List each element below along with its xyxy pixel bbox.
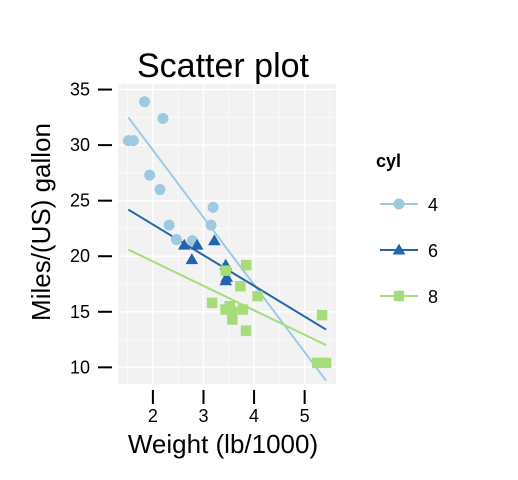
y-axis: 10 15 20 25 30 35: [70, 80, 112, 377]
x-axis: 2 3 4 5: [148, 390, 310, 426]
legend-key-marker-6: [392, 243, 406, 255]
legend-label-6: 6: [428, 241, 438, 261]
data-point-cyl-6: [190, 238, 204, 250]
data-point-cyl-4: [205, 219, 217, 231]
data-point-cyl-4: [122, 135, 134, 147]
data-point-cyl-4: [170, 234, 182, 246]
fit-line-cyl-4: [127, 116, 327, 382]
y-tick-label: 20: [70, 246, 90, 266]
grid-minor: [118, 84, 336, 384]
legend-label-4: 4: [428, 195, 438, 215]
x-tick-label: 4: [249, 406, 259, 426]
y-tick-label: 25: [70, 191, 90, 211]
plot-panel: [118, 84, 336, 384]
data-point-cyl-8: [206, 297, 218, 309]
data-point-cyl-4: [139, 96, 151, 108]
data-point-cyl-8: [316, 309, 328, 321]
data-point-cyl-8: [235, 280, 246, 292]
data-point-cyl-4: [157, 112, 169, 124]
data-point-cyl-4: [154, 184, 166, 196]
y-axis-title: Miles/(US) gallon: [26, 123, 56, 321]
y-tick-label: 15: [70, 302, 90, 322]
data-point-cyl-8: [220, 304, 231, 315]
data-point-cyl-8: [240, 259, 252, 271]
x-tick-label: 2: [148, 406, 158, 426]
data-point-cyl-6: [185, 253, 199, 265]
legend-label-8: 8: [428, 287, 438, 307]
y-tick-label: 35: [70, 80, 90, 100]
fit-line-cyl-8: [127, 248, 327, 347]
data-point-cyl-4: [144, 169, 156, 181]
data-point-cyl-8: [237, 304, 249, 315]
legend-key-marker-8: [393, 290, 405, 302]
x-tick-label: 5: [300, 406, 310, 426]
data-point-cyl-8: [320, 357, 332, 369]
data-points: [122, 96, 332, 369]
data-point-cyl-8: [227, 306, 238, 318]
legend-title: cyl: [376, 151, 401, 171]
x-axis-title: Weight (lb/1000): [128, 429, 318, 459]
chart-title: Scatter plot: [137, 47, 310, 85]
x-tick-label: 3: [198, 406, 208, 426]
data-point-cyl-8: [220, 265, 231, 276]
y-tick-label: 10: [70, 357, 90, 377]
data-point-cyl-8: [252, 290, 263, 302]
legend: cyl 4 6 8: [376, 151, 438, 307]
data-point-cyl-4: [163, 219, 175, 231]
y-tick-label: 30: [70, 135, 90, 155]
data-point-cyl-6: [208, 234, 221, 246]
legend-key-marker-4: [393, 198, 405, 210]
data-point-cyl-6: [219, 274, 233, 286]
data-point-cyl-8: [240, 325, 252, 336]
data-point-cyl-4: [207, 201, 219, 213]
data-point-cyl-8: [227, 314, 238, 325]
data-point-cyl-6: [177, 238, 191, 250]
data-point-cyl-8: [312, 357, 323, 369]
